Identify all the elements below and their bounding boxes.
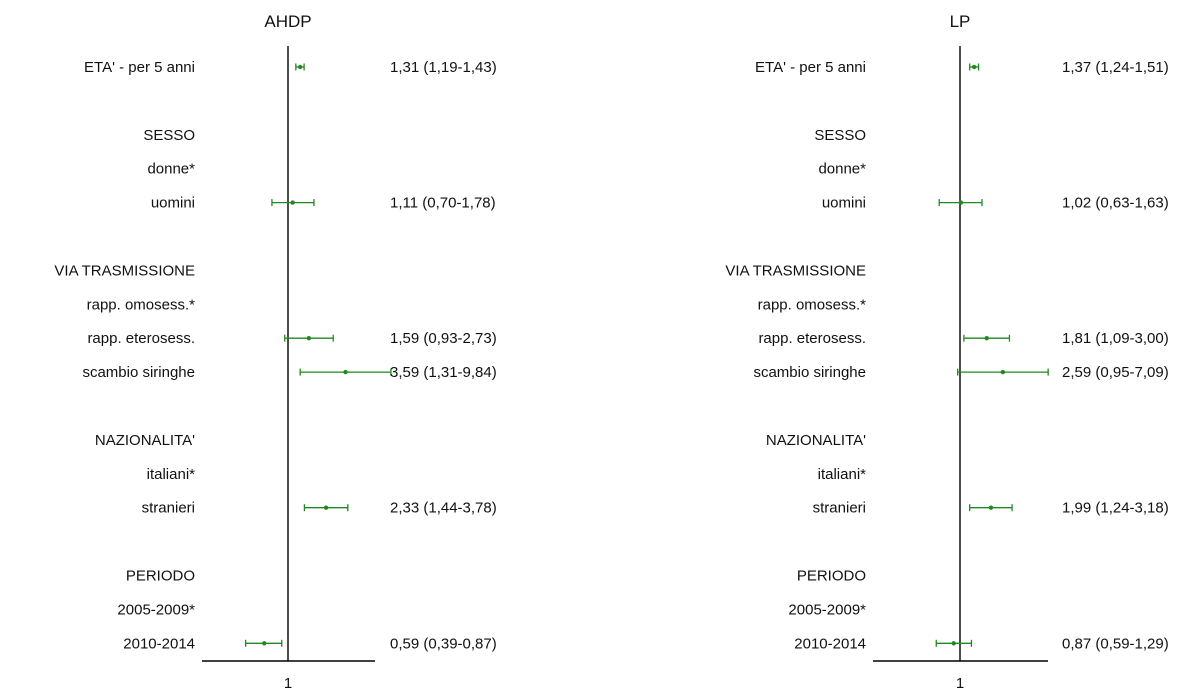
- row-label: PERIODO: [126, 568, 195, 585]
- estimate-point: [297, 64, 303, 70]
- row-label: ETA' - per 5 anni: [755, 59, 866, 76]
- forest-panel-ahdp: AHDP 1 ETA' - per 5 anni 1,31 (1,19-1,43) SE…: [54, 12, 496, 692]
- ci-value-label: 0,59 (0,39-0,87): [390, 635, 497, 652]
- row-label: rapp. omosess.*: [758, 296, 867, 313]
- estimate-point: [290, 200, 295, 205]
- estimate-point: [262, 641, 267, 646]
- row-label: uomini: [151, 195, 195, 212]
- ci-value-label: 0,87 (0,59-1,29): [1062, 635, 1169, 652]
- ci-value-label: 1,99 (1,24-3,18): [1062, 500, 1169, 517]
- row-label: VIA TRASMISSIONE: [54, 262, 195, 279]
- row-label: SESSO: [814, 127, 866, 144]
- x-tick-label: 1: [284, 675, 292, 692]
- row-label: italiani*: [818, 466, 867, 483]
- row-label: donne*: [818, 161, 866, 178]
- row-label: rapp. eterosess.: [758, 330, 866, 347]
- row-label: NAZIONALITA': [766, 432, 866, 449]
- row-label: scambio siringhe: [82, 364, 195, 381]
- row-label: donne*: [147, 161, 195, 178]
- ci-value-label: 2,59 (0,95-7,09): [1062, 364, 1169, 381]
- estimate-point: [323, 505, 329, 510]
- row-label: NAZIONALITA': [95, 432, 195, 449]
- ci-value-label: 1,31 (1,19-1,43): [390, 59, 497, 76]
- ci-value-label: 1,02 (0,63-1,63): [1062, 195, 1169, 212]
- estimate-point: [988, 505, 994, 510]
- row-label: PERIODO: [797, 568, 866, 585]
- row-label: scambio siringhe: [753, 364, 866, 381]
- ci-value-label: 3,59 (1,31-9,84): [390, 364, 497, 381]
- row-label: rapp. omosess.*: [87, 296, 196, 313]
- ci-value-label: 2,33 (1,44-3,78): [390, 500, 497, 517]
- x-tick-label: 1: [956, 675, 964, 692]
- row-label: italiani*: [147, 466, 196, 483]
- estimate-point: [958, 200, 964, 205]
- forest-panel-lp: LP 1 ETA' - per 5 anni 1,37 (1,24-1,51) SESS…: [725, 12, 1168, 692]
- row-label: stranieri: [142, 500, 195, 517]
- estimate-point: [343, 369, 348, 375]
- row-label: stranieri: [813, 500, 866, 517]
- panel-title-ahdp: AHDP: [264, 12, 311, 31]
- estimate-point: [984, 336, 989, 341]
- row-label: uomini: [822, 195, 866, 212]
- row-label: 2005-2009*: [117, 601, 195, 618]
- row-label: rapp. eterosess.: [87, 330, 195, 347]
- row-label: SESSO: [143, 127, 195, 144]
- estimate-point: [971, 64, 977, 70]
- row-label: VIA TRASMISSIONE: [725, 262, 866, 279]
- row-label: 2005-2009*: [788, 601, 866, 618]
- ci-value-label: 1,37 (1,24-1,51): [1062, 59, 1169, 76]
- ci-value-label: 1,81 (1,09-3,00): [1062, 330, 1169, 347]
- ci-value-label: 1,11 (0,70-1,78): [390, 195, 496, 212]
- panel-title-lp: LP: [950, 12, 971, 31]
- ci-value-label: 1,59 (0,93-2,73): [390, 330, 497, 347]
- estimate-point: [306, 336, 312, 341]
- estimate-point: [1000, 369, 1006, 375]
- row-label: 2010-2014: [794, 635, 866, 652]
- row-label: ETA' - per 5 anni: [84, 59, 195, 76]
- estimate-point: [951, 641, 956, 646]
- row-label: 2010-2014: [123, 635, 195, 652]
